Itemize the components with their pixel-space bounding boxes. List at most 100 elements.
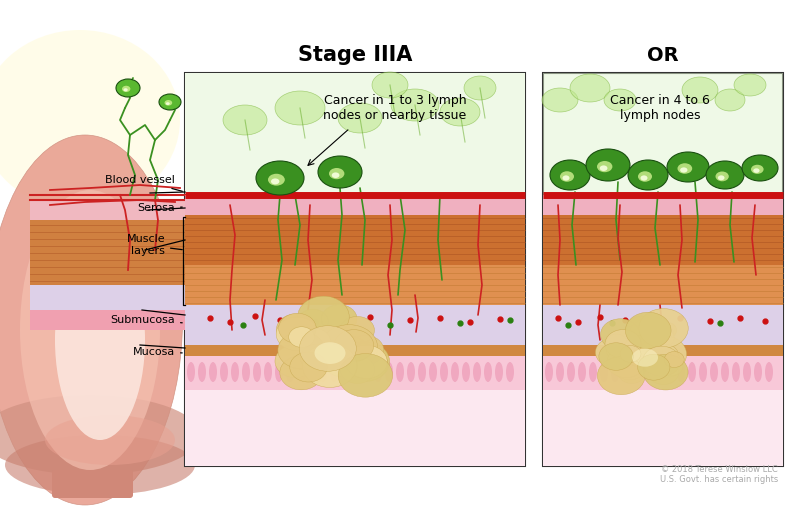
Text: Submucosa: Submucosa: [110, 315, 182, 325]
Ellipse shape: [734, 74, 766, 96]
Ellipse shape: [301, 344, 334, 371]
Ellipse shape: [598, 357, 645, 395]
Ellipse shape: [638, 171, 652, 182]
Ellipse shape: [550, 160, 590, 190]
Text: Cancer in 1 to 3 lymph
nodes or nearby tissue: Cancer in 1 to 3 lymph nodes or nearby t…: [323, 94, 466, 122]
Ellipse shape: [55, 240, 145, 440]
Ellipse shape: [633, 362, 641, 382]
Ellipse shape: [209, 362, 217, 382]
Ellipse shape: [165, 100, 172, 106]
Ellipse shape: [429, 362, 437, 382]
Bar: [543, 73, 783, 466]
Ellipse shape: [632, 348, 658, 367]
Text: Mucosa: Mucosa: [133, 347, 182, 357]
Ellipse shape: [187, 362, 195, 382]
Bar: [185, 390, 525, 466]
Ellipse shape: [391, 89, 439, 121]
Ellipse shape: [321, 324, 378, 370]
Ellipse shape: [611, 362, 619, 382]
Ellipse shape: [751, 165, 763, 174]
Ellipse shape: [231, 362, 239, 382]
Ellipse shape: [346, 345, 387, 379]
Bar: [30, 285, 185, 310]
Ellipse shape: [578, 362, 586, 382]
Bar: [185, 265, 525, 305]
Ellipse shape: [159, 94, 181, 110]
Ellipse shape: [277, 314, 315, 345]
Ellipse shape: [324, 347, 362, 377]
Ellipse shape: [667, 152, 709, 182]
Ellipse shape: [586, 149, 630, 181]
Text: Blood vessel: Blood vessel: [105, 175, 182, 191]
Ellipse shape: [242, 362, 250, 382]
Ellipse shape: [363, 362, 371, 382]
Bar: [543, 390, 783, 466]
Ellipse shape: [275, 345, 316, 378]
Ellipse shape: [643, 354, 688, 390]
Ellipse shape: [116, 79, 140, 97]
Ellipse shape: [715, 89, 745, 111]
Ellipse shape: [595, 338, 631, 367]
Ellipse shape: [302, 344, 357, 387]
Ellipse shape: [657, 322, 677, 339]
Bar: [185, 195, 525, 215]
Ellipse shape: [626, 312, 671, 349]
Ellipse shape: [606, 334, 626, 350]
Bar: [543, 345, 783, 356]
Ellipse shape: [721, 362, 729, 382]
Bar: [543, 195, 783, 215]
Ellipse shape: [570, 74, 610, 102]
Ellipse shape: [743, 362, 751, 382]
Ellipse shape: [462, 362, 470, 382]
Bar: [543, 73, 783, 195]
Ellipse shape: [642, 346, 680, 376]
Ellipse shape: [680, 167, 687, 173]
Ellipse shape: [329, 168, 345, 179]
Text: Muscle
layers: Muscle layers: [126, 234, 182, 256]
Ellipse shape: [322, 305, 357, 333]
Ellipse shape: [20, 190, 160, 470]
Ellipse shape: [297, 362, 305, 382]
Ellipse shape: [310, 346, 342, 372]
Bar: [185, 73, 525, 466]
Ellipse shape: [418, 362, 426, 382]
Ellipse shape: [647, 327, 674, 348]
Ellipse shape: [629, 318, 674, 354]
Ellipse shape: [275, 91, 325, 125]
Ellipse shape: [290, 352, 327, 382]
Ellipse shape: [271, 178, 279, 185]
Ellipse shape: [597, 161, 613, 172]
Ellipse shape: [340, 317, 374, 344]
Ellipse shape: [451, 362, 459, 382]
Ellipse shape: [338, 103, 382, 133]
Ellipse shape: [651, 344, 678, 366]
Ellipse shape: [278, 331, 325, 369]
Ellipse shape: [562, 175, 570, 180]
Ellipse shape: [622, 335, 662, 367]
Bar: [543, 215, 783, 265]
Ellipse shape: [600, 165, 607, 171]
Ellipse shape: [0, 135, 182, 505]
FancyBboxPatch shape: [52, 470, 133, 498]
Ellipse shape: [619, 326, 654, 353]
Ellipse shape: [622, 362, 630, 382]
Ellipse shape: [374, 362, 382, 382]
Ellipse shape: [605, 330, 641, 358]
Ellipse shape: [655, 362, 663, 382]
Ellipse shape: [278, 314, 316, 343]
Bar: [543, 305, 783, 345]
Bar: [30, 200, 185, 220]
Ellipse shape: [618, 362, 646, 383]
Ellipse shape: [264, 362, 272, 382]
Ellipse shape: [256, 161, 304, 195]
Ellipse shape: [334, 330, 374, 361]
Ellipse shape: [601, 319, 640, 350]
Ellipse shape: [754, 168, 759, 173]
Ellipse shape: [45, 415, 175, 465]
Ellipse shape: [599, 343, 634, 370]
Ellipse shape: [298, 329, 330, 354]
Ellipse shape: [122, 86, 130, 92]
Ellipse shape: [407, 362, 415, 382]
Ellipse shape: [495, 362, 503, 382]
Ellipse shape: [658, 361, 679, 378]
